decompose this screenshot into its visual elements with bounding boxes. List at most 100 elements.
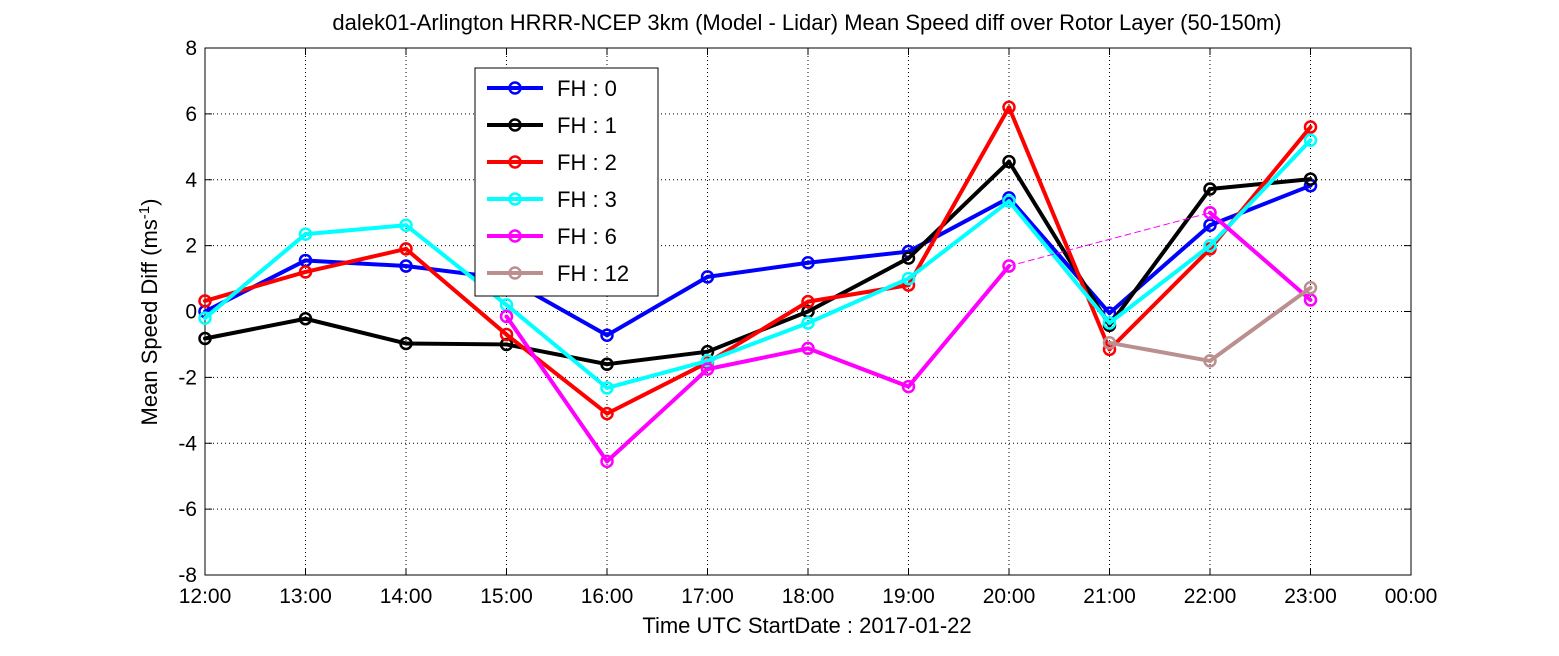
series-line-segment (1208, 183, 1313, 228)
series-line-segment (203, 316, 308, 341)
series-line-segment (504, 332, 609, 416)
data-point-marker (298, 227, 313, 241)
legend-label: FH : 1 (557, 113, 617, 138)
series-line-segment (1107, 186, 1212, 328)
series-line-segment (605, 349, 710, 367)
x-tick-label: 23:00 (1284, 585, 1337, 608)
data-point-marker (600, 357, 614, 371)
data-point-marker (1102, 336, 1117, 350)
series-line-segment (203, 269, 308, 303)
data-point-marker (1303, 281, 1318, 295)
series-line-segment (1107, 243, 1212, 326)
data-point-marker (1303, 120, 1318, 134)
series-layer (198, 100, 1318, 469)
y-tick-label: 6 (185, 103, 197, 126)
x-tick-label: 12:00 (179, 585, 232, 608)
y-tick-label: 0 (185, 301, 197, 324)
series-line-segment (303, 246, 408, 274)
data-point-marker (399, 259, 413, 273)
y-axis-label-superscript: -1 (136, 206, 153, 219)
x-tick-label: 21:00 (1083, 585, 1136, 608)
data-point-marker (901, 379, 916, 394)
legend-item: FH : 1 (487, 113, 617, 138)
series-line-segment (605, 367, 710, 464)
legend-label: FH : 0 (557, 76, 617, 101)
legend-item: FH : 2 (487, 150, 617, 175)
series-line-segment (303, 258, 408, 269)
x-tick-label: 16:00 (581, 585, 634, 608)
series-2 (198, 100, 1318, 421)
y-axis-tick-labels: 8 6 4 2 0 -2 -4 -6 -8 (178, 37, 197, 587)
data-point-marker (801, 256, 815, 270)
series-line-segment (906, 159, 1011, 261)
data-point-marker (901, 271, 916, 286)
data-point-marker (298, 311, 313, 326)
x-tick-label: 13:00 (279, 585, 332, 608)
series-line-segment (1007, 159, 1112, 328)
legend-item: FH : 12 (487, 261, 629, 286)
x-tick-label: 22:00 (1184, 585, 1237, 608)
series-gap-connector (1008, 212, 1211, 267)
series-line-segment (806, 256, 911, 314)
series-line-segment (705, 299, 810, 365)
y-tick-label: 4 (185, 169, 197, 192)
data-point-marker (1203, 218, 1217, 232)
legend-item: FH : 0 (487, 76, 617, 101)
x-tick-label: 15:00 (480, 585, 533, 608)
x-tick-label: 00:00 (1385, 585, 1438, 608)
data-point-marker (801, 341, 815, 356)
legend-swatch-marker (508, 118, 522, 132)
series-0 (198, 178, 1318, 342)
data-point-marker (1303, 133, 1318, 147)
series-4 (499, 205, 1318, 469)
series-line-segment (1208, 177, 1313, 191)
series-line-segment (806, 249, 911, 265)
series-line-segment (1107, 246, 1212, 352)
data-point-marker (198, 311, 212, 325)
series-line-segment (705, 321, 810, 363)
series-1 (198, 154, 1318, 371)
series-line-segment (1107, 223, 1212, 316)
x-tick-label: 17:00 (681, 585, 734, 608)
data-point-marker (600, 381, 614, 395)
legend-label: FH : 3 (557, 187, 617, 212)
data-point-marker (399, 218, 413, 232)
legend-label: FH : 2 (557, 150, 617, 175)
legend-swatch-marker (508, 229, 522, 243)
y-tick-label: 2 (185, 235, 197, 258)
series-line-segment (1208, 210, 1313, 302)
series-line-segment (303, 223, 408, 237)
data-point-marker (298, 265, 313, 279)
x-tick-label: 19:00 (882, 585, 935, 608)
data-point-marker (700, 354, 715, 368)
series-line-segment (1007, 199, 1112, 326)
data-point-marker (499, 327, 514, 342)
series-line-segment (203, 232, 308, 321)
data-point-marker (600, 328, 614, 342)
data-point-marker (1203, 354, 1217, 368)
y-tick-label: 8 (185, 37, 197, 60)
data-point-marker (801, 294, 815, 309)
data-point-marker (700, 270, 715, 284)
data-point-marker (1002, 259, 1016, 273)
series-line-segment (303, 316, 408, 346)
data-point-marker (1002, 100, 1016, 115)
legend: FH : 0 FH : 1 FH : 2 FH : 3 FH : 6 FH : 12 (474, 67, 659, 297)
series-line-segment (906, 199, 1011, 281)
x-axis-label: Time UTC StartDate : 2017-01-22 (642, 613, 971, 638)
series-line-segment (705, 346, 810, 372)
data-point-marker (801, 316, 815, 330)
legend-box (474, 67, 659, 297)
data-point-marker (1102, 316, 1117, 330)
data-point-marker (600, 454, 614, 469)
series-line-segment (705, 260, 810, 279)
series-line-segment (1208, 285, 1313, 363)
chart-title: dalek01-Arlington HRRR-NCEP 3km (Model -… (332, 10, 1281, 35)
series-line-segment (605, 274, 710, 338)
legend-swatch-marker (508, 266, 522, 280)
series-5 (1102, 281, 1318, 368)
series-line-segment (1007, 105, 1112, 352)
legend-swatch-marker (508, 155, 522, 169)
series-line-segment (605, 358, 710, 390)
series-line-segment (504, 314, 609, 464)
